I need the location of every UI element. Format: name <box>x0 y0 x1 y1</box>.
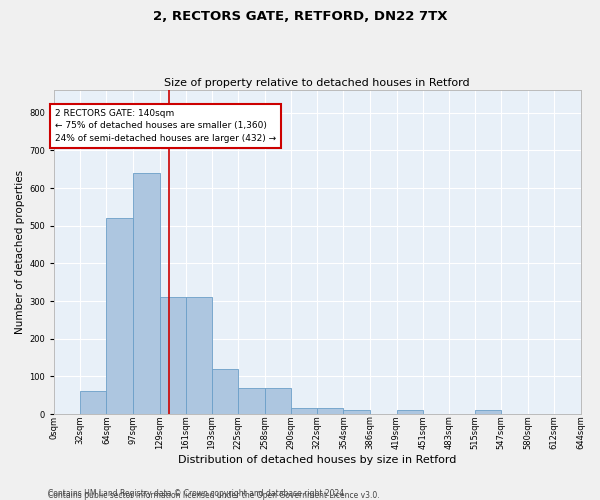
Bar <box>265 388 291 414</box>
Bar <box>212 369 238 414</box>
Bar <box>317 408 343 414</box>
Bar <box>343 410 370 414</box>
Text: 2 RECTORS GATE: 140sqm
← 75% of detached houses are smaller (1,360)
24% of semi-: 2 RECTORS GATE: 140sqm ← 75% of detached… <box>55 109 276 143</box>
Bar <box>160 298 185 414</box>
X-axis label: Distribution of detached houses by size in Retford: Distribution of detached houses by size … <box>178 455 457 465</box>
Bar <box>397 410 423 414</box>
Bar <box>475 410 501 414</box>
Bar <box>291 408 317 414</box>
Y-axis label: Number of detached properties: Number of detached properties <box>15 170 25 334</box>
Bar <box>133 173 160 414</box>
Bar <box>238 388 265 414</box>
Bar <box>80 392 106 414</box>
Bar <box>106 218 133 414</box>
Bar <box>185 298 212 414</box>
Title: Size of property relative to detached houses in Retford: Size of property relative to detached ho… <box>164 78 470 88</box>
Text: 2, RECTORS GATE, RETFORD, DN22 7TX: 2, RECTORS GATE, RETFORD, DN22 7TX <box>153 10 447 23</box>
Text: Contains HM Land Registry data © Crown copyright and database right 2024.: Contains HM Land Registry data © Crown c… <box>48 488 347 498</box>
Text: Contains public sector information licensed under the Open Government Licence v3: Contains public sector information licen… <box>48 491 380 500</box>
